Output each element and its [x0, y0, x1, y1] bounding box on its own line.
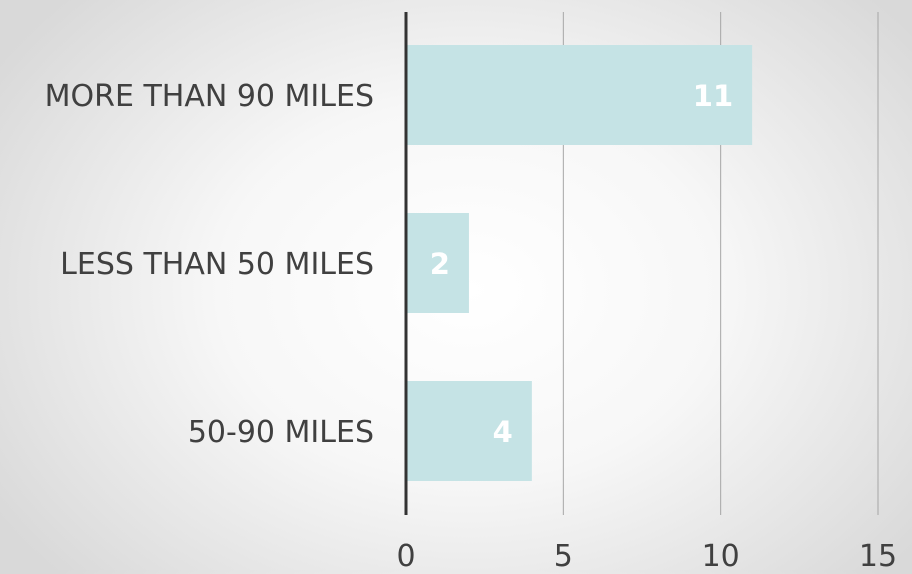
- data-label: 4: [493, 415, 513, 449]
- bar-more-than-90-miles: [406, 45, 753, 145]
- category-label: LESS THAN 50 MILES: [60, 247, 374, 282]
- labels: 11 MORE THAN 90 MILES 2 LESS THAN 50 MILES 4…: [45, 79, 897, 574]
- x-tick-label: 0: [396, 539, 415, 570]
- x-tick-label: 15: [859, 539, 897, 570]
- data-label: 11: [693, 79, 733, 113]
- x-tick-label: 10: [702, 539, 740, 570]
- bars: [406, 45, 753, 481]
- category-label: MORE THAN 90 MILES: [45, 79, 374, 114]
- category-label: 50-90 MILES: [188, 415, 374, 450]
- x-tick-label: 5: [554, 539, 573, 570]
- bar-50-90-miles: [406, 381, 532, 481]
- bar-less-than-50-miles: [406, 213, 469, 313]
- data-label: 2: [430, 247, 450, 281]
